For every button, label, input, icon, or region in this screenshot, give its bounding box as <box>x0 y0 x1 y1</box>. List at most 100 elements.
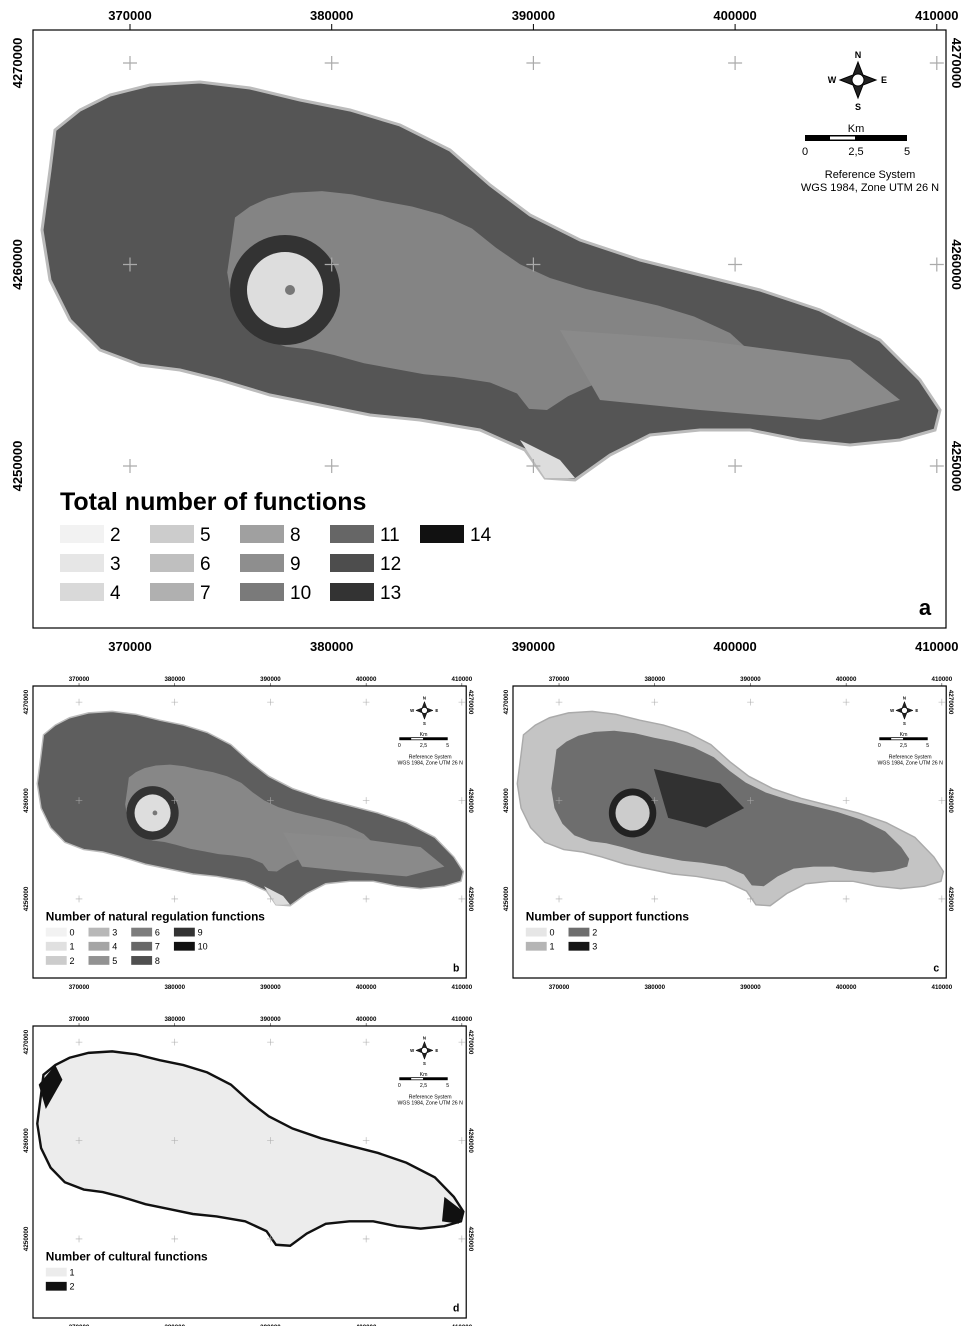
x-tick-label-bottom: 400000 <box>356 984 377 991</box>
x-tick-label-top: 380000 <box>310 8 353 23</box>
x-tick-label-top: 390000 <box>740 676 761 683</box>
x-tick-label-top: 410000 <box>932 676 953 683</box>
legend-label: 0 <box>550 927 555 937</box>
legend-label: 1 <box>550 942 555 952</box>
legend-swatch <box>60 583 104 601</box>
x-tick-label-top: 400000 <box>356 1016 377 1023</box>
x-tick-label-top: 410000 <box>452 1016 473 1023</box>
legend-swatch <box>46 1268 67 1277</box>
y-tick-label-right: 4260000 <box>467 788 474 813</box>
legend-swatch <box>174 928 195 937</box>
scale-bar <box>879 737 927 740</box>
compass-n: N <box>855 50 862 60</box>
y-tick-label-right: 4270000 <box>467 1030 474 1055</box>
y-tick-label-right: 4270000 <box>949 38 964 89</box>
legend-label: 3 <box>592 942 597 952</box>
scale-bar-mid <box>830 137 855 140</box>
y-tick-label-left: 4260000 <box>23 788 30 813</box>
legend-label: 10 <box>198 942 208 952</box>
y-tick-label-left: 4270000 <box>23 1029 30 1054</box>
compass-e: E <box>881 75 887 85</box>
scale-label: 5 <box>446 743 449 749</box>
compass-n: N <box>423 1036 426 1041</box>
y-tick-label-left: 4250000 <box>10 441 25 492</box>
legend-label: 1 <box>70 942 75 952</box>
scale-bar <box>399 1077 447 1080</box>
x-tick-label-bottom: 370000 <box>108 639 151 654</box>
scale-bar <box>805 135 907 141</box>
legend-swatch <box>330 525 374 543</box>
legend-swatch <box>46 942 67 951</box>
reference-system: Reference System <box>409 1094 452 1100</box>
reference-system: WGS 1984, Zone UTM 26 N <box>397 1101 463 1107</box>
map-panel: 3700003700003800003800003900003900004000… <box>23 676 474 991</box>
x-tick-label-top: 380000 <box>644 676 665 683</box>
caldera <box>615 795 649 830</box>
x-tick-label-top: 410000 <box>452 676 473 683</box>
x-tick-label-top: 390000 <box>512 8 555 23</box>
y-tick-label-right: 4260000 <box>947 788 954 813</box>
y-tick-label-left: 4270000 <box>23 689 30 714</box>
x-tick-label-top: 400000 <box>713 8 756 23</box>
x-tick-label-top: 390000 <box>260 676 281 683</box>
legend-title: Number of cultural functions <box>46 1249 208 1263</box>
x-tick-label-bottom: 410000 <box>932 984 953 991</box>
y-tick-label-left: 4260000 <box>23 1128 30 1153</box>
legend-swatch <box>131 956 152 965</box>
x-tick-label-bottom: 380000 <box>644 984 665 991</box>
legend-title: Total number of functions <box>60 488 366 516</box>
y-tick-label-left: 4250000 <box>23 886 30 911</box>
x-tick-label-bottom: 380000 <box>310 639 353 654</box>
scale-bar-mid <box>411 1078 423 1079</box>
scale-bar <box>399 737 447 740</box>
legend-title: Number of support functions <box>526 909 689 923</box>
legend-swatch <box>60 525 104 543</box>
figure: 3700003700003800003800003900003900004000… <box>0 0 966 1326</box>
x-tick-label-top: 390000 <box>260 1016 281 1023</box>
y-tick-label-right: 4250000 <box>467 1227 474 1252</box>
reference-system: WGS 1984, Zone UTM 26 N <box>877 761 943 767</box>
x-tick-label-bottom: 410000 <box>915 639 958 654</box>
scale-label: 0 <box>398 743 401 749</box>
legend-label: 6 <box>155 927 160 937</box>
y-tick-label-right: 4260000 <box>467 1128 474 1153</box>
y-tick-label-left: 4270000 <box>10 38 25 89</box>
legend-swatch <box>420 525 464 543</box>
legend-swatch <box>131 928 152 937</box>
compass-s: S <box>423 721 426 726</box>
x-tick-label-top: 370000 <box>549 676 570 683</box>
y-tick-label-left: 4260000 <box>503 788 510 813</box>
panel-letter: b <box>453 963 460 975</box>
legend-label: 3 <box>112 927 117 937</box>
compass-center <box>422 1047 428 1053</box>
scale-label: 5 <box>926 743 929 749</box>
scale-unit: Km <box>848 123 865 135</box>
scale-label: 0 <box>398 1083 401 1089</box>
legend-swatch <box>150 554 194 572</box>
x-tick-label-top: 370000 <box>69 1016 90 1023</box>
legend-swatch <box>46 928 67 937</box>
legend-swatch <box>240 525 284 543</box>
scale-label: 2,5 <box>420 743 427 749</box>
y-tick-label-right: 4250000 <box>947 887 954 912</box>
legend-swatch <box>89 942 110 951</box>
legend-swatch <box>46 956 67 965</box>
panel-letter: a <box>919 595 932 620</box>
legend-label: 4 <box>112 942 117 952</box>
compass-center <box>902 707 908 713</box>
legend-label: 7 <box>200 583 211 604</box>
legend-swatch <box>131 942 152 951</box>
reference-system: Reference System <box>889 754 932 760</box>
legend-label: 12 <box>380 554 401 575</box>
scale-label: 5 <box>904 146 910 158</box>
x-tick-label-top: 380000 <box>164 676 185 683</box>
scale-label: 2,5 <box>848 146 863 158</box>
scale-label: 0 <box>802 146 808 158</box>
x-tick-label-bottom: 390000 <box>260 984 281 991</box>
legend-label: 2 <box>70 956 75 966</box>
legend-swatch <box>569 928 590 937</box>
x-tick-label-top: 380000 <box>164 1016 185 1023</box>
x-tick-label-bottom: 370000 <box>69 984 90 991</box>
caldera-lake <box>153 811 158 816</box>
scale-unit: Km <box>900 732 908 738</box>
